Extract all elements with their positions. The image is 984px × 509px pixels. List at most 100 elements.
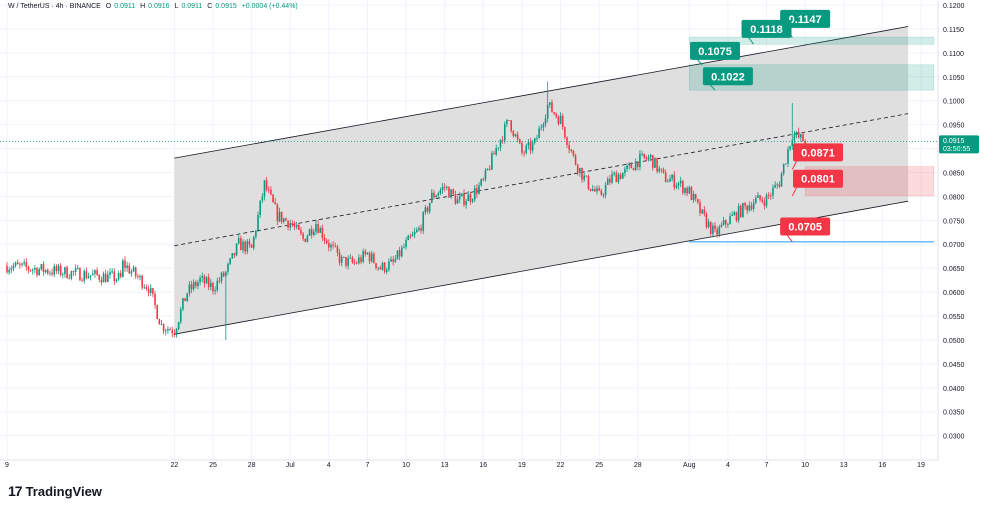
candle-body bbox=[40, 264, 43, 270]
candle-body bbox=[323, 237, 326, 241]
candle-body bbox=[733, 212, 736, 215]
candle-body bbox=[306, 235, 309, 242]
candle-body bbox=[289, 223, 292, 228]
candle-body bbox=[544, 118, 547, 125]
candle-body bbox=[212, 282, 214, 292]
candle-body bbox=[6, 265, 8, 273]
candle-body bbox=[304, 238, 307, 242]
x-axis[interactable]: 9 22 25 28 Jul 4 7 10 13 16 19 22 25 28 Aug 4 7 10 13 16 19 bbox=[5, 462, 925, 469]
candle-body bbox=[34, 268, 36, 270]
candle-body bbox=[267, 189, 270, 191]
candle-body bbox=[774, 184, 776, 188]
candle-body bbox=[482, 179, 485, 181]
candle-body bbox=[596, 188, 598, 192]
candle-body bbox=[231, 252, 234, 259]
candle-body bbox=[122, 260, 124, 277]
candle-body bbox=[744, 203, 746, 206]
y-tick-label: 0.0800 bbox=[943, 194, 965, 201]
candle-body bbox=[757, 195, 759, 198]
candle-body bbox=[366, 252, 369, 255]
candle-body bbox=[516, 134, 519, 140]
candle-body bbox=[46, 269, 49, 274]
last-price-value: 0.0915 bbox=[943, 138, 965, 145]
candle-body bbox=[175, 329, 178, 336]
candle-body bbox=[493, 153, 495, 155]
candle-body bbox=[471, 199, 474, 202]
candle-body bbox=[280, 211, 283, 222]
price-label-text: 0.1022 bbox=[711, 71, 745, 83]
price-label-text: 0.0705 bbox=[788, 222, 822, 234]
candle-body bbox=[431, 192, 433, 203]
candle-body bbox=[463, 193, 465, 205]
candle-body bbox=[615, 172, 618, 183]
candle-body bbox=[770, 195, 772, 197]
candle-body bbox=[446, 187, 448, 189]
candle-body bbox=[21, 263, 23, 265]
candle-body bbox=[797, 131, 800, 138]
candle-body bbox=[452, 189, 455, 195]
candle-body bbox=[527, 142, 530, 146]
y-axis[interactable]: 0.1200 0.1150 0.1100 0.1050 0.1000 0.0950 0.09… bbox=[943, 3, 965, 441]
candle-body bbox=[396, 250, 399, 260]
change-value: +0.0004 (+0.44%) bbox=[241, 3, 298, 10]
x-tick-label: 4 bbox=[726, 462, 730, 469]
candle-body bbox=[426, 207, 429, 212]
candle-body bbox=[534, 138, 536, 143]
channel-upper-line bbox=[174, 26, 909, 159]
candle-body bbox=[295, 224, 298, 227]
candle-body bbox=[759, 195, 761, 200]
candle-body bbox=[564, 126, 566, 138]
candle-body bbox=[229, 258, 231, 264]
candle-body bbox=[55, 266, 58, 272]
x-tick-label: 22 bbox=[170, 462, 178, 469]
candle-body bbox=[778, 184, 781, 187]
candle-body bbox=[654, 158, 656, 168]
candle-body bbox=[495, 147, 497, 155]
candle-body bbox=[424, 207, 427, 213]
candle-body bbox=[630, 164, 633, 169]
candle-body bbox=[398, 250, 401, 257]
candle-body bbox=[763, 201, 766, 206]
candle-body bbox=[673, 174, 676, 188]
candle-body bbox=[225, 271, 227, 277]
y-tick-label: 0.0350 bbox=[943, 410, 965, 417]
candle-body bbox=[171, 330, 174, 334]
chart-grid bbox=[0, 0, 939, 461]
candle-body bbox=[677, 183, 680, 186]
candle-body bbox=[227, 263, 229, 272]
x-tick-label: 16 bbox=[878, 462, 886, 469]
candle-body bbox=[645, 157, 648, 160]
candle-body bbox=[70, 271, 73, 279]
candle-body bbox=[343, 256, 345, 258]
candle-body bbox=[66, 267, 68, 279]
candle-body bbox=[456, 199, 459, 204]
tradingview-logo[interactable]: 17 TradingView bbox=[8, 483, 102, 499]
candle-body bbox=[765, 195, 768, 206]
candle-body bbox=[179, 309, 182, 323]
candle-body bbox=[100, 279, 103, 283]
price-label-box bbox=[702, 67, 753, 86]
candle-body bbox=[418, 228, 420, 230]
candle-body bbox=[81, 280, 83, 282]
candle-body bbox=[724, 219, 727, 225]
candle-body bbox=[521, 142, 523, 153]
candle-body bbox=[173, 333, 176, 336]
candle-body bbox=[636, 161, 639, 168]
candle-body bbox=[795, 131, 798, 135]
candle-body bbox=[589, 188, 592, 191]
candle-body bbox=[538, 128, 540, 139]
last-price-box bbox=[939, 135, 979, 154]
candle-body bbox=[139, 275, 141, 278]
candle-body bbox=[235, 243, 238, 256]
x-tick-label: 16 bbox=[479, 462, 487, 469]
low-label: L bbox=[174, 3, 179, 10]
candle-body bbox=[600, 190, 603, 195]
candle-body bbox=[233, 252, 236, 256]
symbol-title[interactable]: W / TetherUS · 4h · BINANCE bbox=[8, 3, 101, 10]
candle-body bbox=[486, 168, 489, 170]
candle-body bbox=[473, 187, 476, 200]
candle-body bbox=[336, 246, 339, 253]
candle-body bbox=[141, 275, 143, 288]
candle-body bbox=[727, 224, 729, 225]
